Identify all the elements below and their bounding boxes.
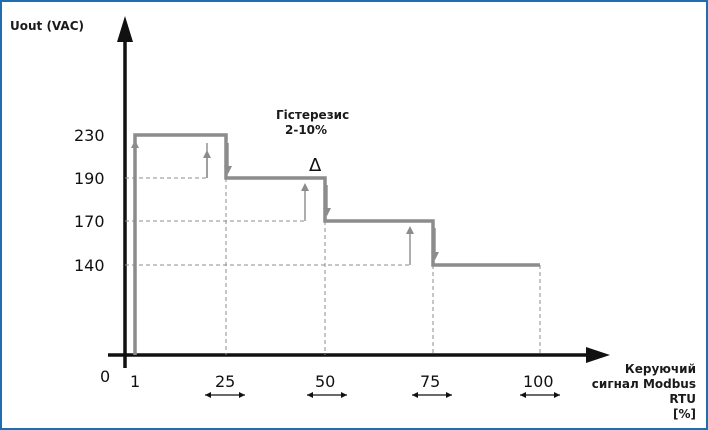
y-tick-170: 170 xyxy=(74,212,105,231)
voltage-step-line xyxy=(133,133,540,355)
svg-text:RTU: RTU xyxy=(669,392,696,406)
delta-symbol: Δ xyxy=(309,155,322,176)
x-origin-label: 0 xyxy=(100,367,110,386)
y-tick-190: 190 xyxy=(74,169,105,188)
hysteresis-arrows xyxy=(131,140,439,355)
x-axis-title: Керуючий сигнал Modbus RTU [%] xyxy=(592,362,696,421)
x-tick-1: 1 xyxy=(130,372,140,391)
svg-text:сигнал Modbus: сигнал Modbus xyxy=(592,377,696,391)
range-arrows xyxy=(205,392,560,398)
x-tick-25: 25 xyxy=(215,372,235,391)
y-tick-140: 140 xyxy=(74,256,105,275)
dashed-guides xyxy=(125,177,541,355)
x-tick-100: 100 xyxy=(523,372,554,391)
x-tick-75: 75 xyxy=(420,372,440,391)
y-axis-arrowhead xyxy=(117,16,133,42)
hysteresis-label: Гістерезис xyxy=(276,108,349,122)
x-axis-arrowhead xyxy=(586,347,610,363)
y-tick-230: 230 xyxy=(74,126,105,145)
x-tick-50: 50 xyxy=(315,372,335,391)
svg-text:[%]: [%] xyxy=(673,407,696,421)
hysteresis-range: 2-10% xyxy=(285,123,327,137)
svg-text:Керуючий: Керуючий xyxy=(625,362,696,376)
y-axis-title: Uout (VAC) xyxy=(10,19,84,33)
